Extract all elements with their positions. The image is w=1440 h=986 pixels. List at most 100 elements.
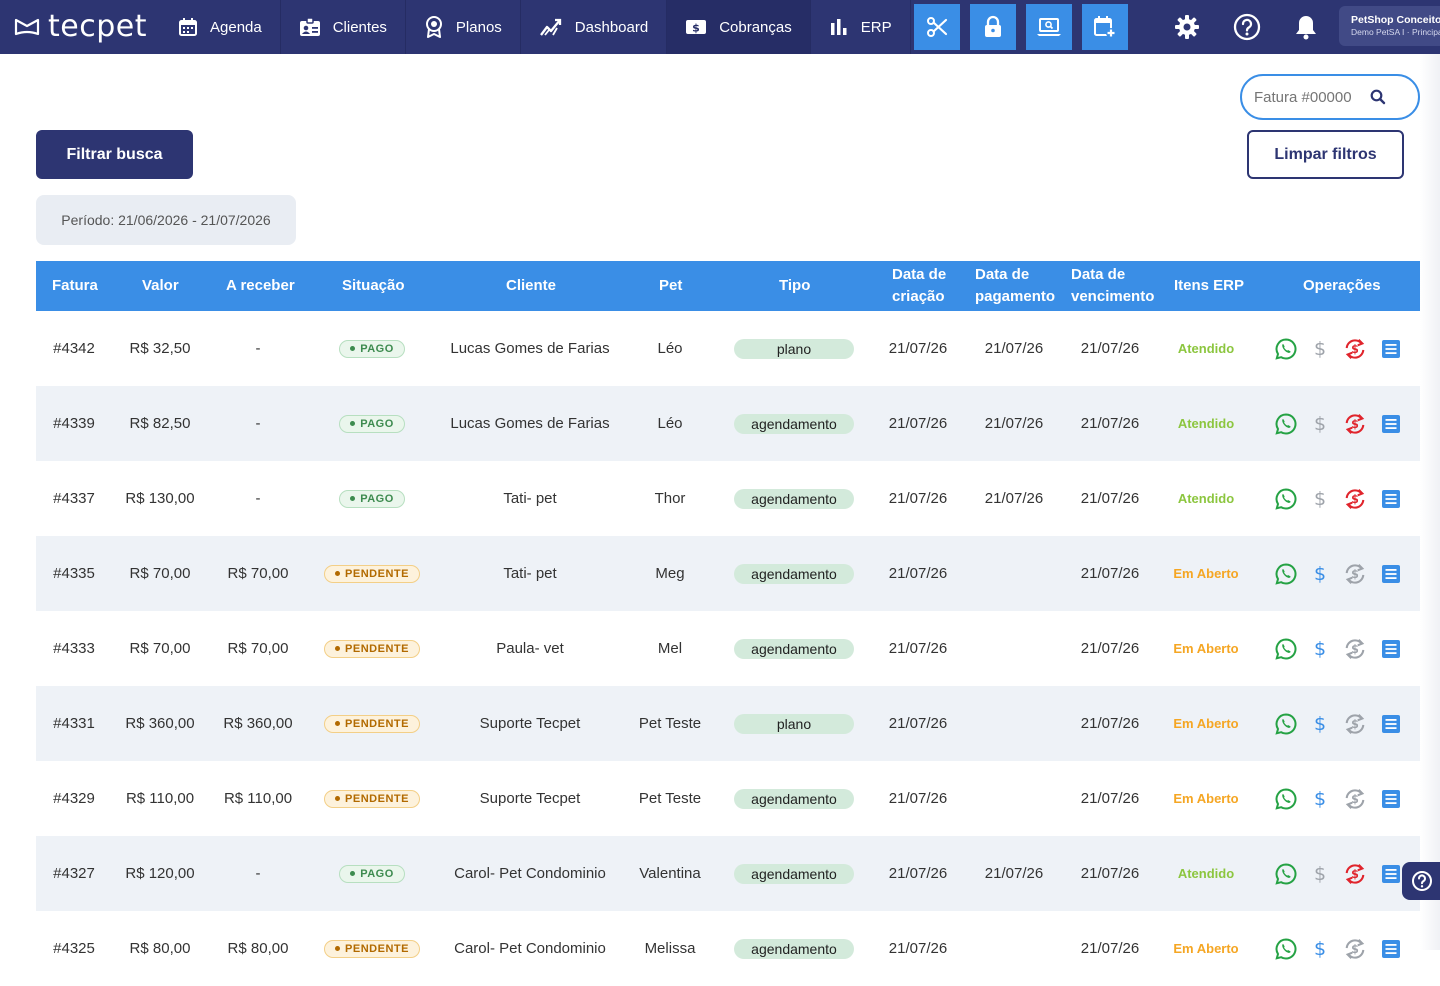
invoice-details-button[interactable] (1379, 862, 1403, 886)
refund-button[interactable]: $ (1343, 862, 1367, 886)
valor-cell: R$ 130,00 (125, 490, 195, 507)
award-badge-icon (425, 16, 442, 38)
table-row[interactable]: #4339 R$ 82,50 - PAGO Lucas Gomes de Farias L… (36, 386, 1420, 461)
criacao-cell: 21/07/26 (888, 640, 948, 657)
refund-button[interactable]: $ (1343, 712, 1367, 736)
brand-logo[interactable]: tecpet (0, 0, 160, 54)
whatsapp-button[interactable] (1274, 787, 1298, 811)
help-button[interactable] (1220, 0, 1274, 54)
clear-filters-button[interactable]: Limpar filtros (1247, 130, 1404, 179)
header-situacao[interactable]: Situação (342, 277, 405, 295)
charge-button[interactable]: $ (1308, 787, 1332, 811)
invoice-details-button[interactable] (1379, 787, 1403, 811)
header-cliente[interactable]: Cliente (506, 277, 557, 295)
cliente-cell: Tati- pet (503, 490, 557, 507)
table-row[interactable]: #4335 R$ 70,00 R$ 70,00 PENDENTE Tati- pet Me… (36, 536, 1420, 611)
nav-item-planos[interactable]: Planos (406, 0, 521, 54)
charge-button[interactable]: $ (1308, 337, 1332, 361)
invoice-details-button[interactable] (1379, 562, 1403, 586)
nav-item-cobrancas[interactable]: $ Cobranças (667, 0, 811, 54)
whatsapp-button[interactable] (1274, 712, 1298, 736)
table-row[interactable]: #4327 R$ 120,00 - PAGO Carol- Pet Condominio… (36, 836, 1420, 911)
erp-cell: Atendido (1158, 836, 1254, 911)
type-pill: agendamento (734, 938, 854, 959)
header-data-pagamento[interactable]: Data de pagamento (975, 261, 1055, 311)
charge-button[interactable]: $ (1308, 937, 1332, 961)
charge-button[interactable]: $ (1308, 412, 1332, 436)
search-icon[interactable] (1370, 89, 1386, 105)
vencimento-cell: 21/07/26 (1080, 865, 1140, 882)
header-itens-erp[interactable]: Itens ERP (1174, 277, 1245, 295)
valor-cell: R$ 80,00 (129, 940, 191, 957)
table-row[interactable]: #4337 R$ 130,00 - PAGO Tati- pet Thor agendame… (36, 461, 1420, 536)
scissors-button[interactable] (914, 4, 960, 50)
pet-cell: Melissa (644, 940, 696, 957)
invoice-details-button[interactable] (1379, 637, 1403, 661)
table-row[interactable]: #4342 R$ 32,50 - PAGO Lucas Gomes de Farias L… (36, 311, 1420, 386)
header-valor[interactable]: Valor (142, 277, 179, 295)
invoice-details-button[interactable] (1379, 937, 1403, 961)
charge-button[interactable]: $ (1308, 487, 1332, 511)
charge-button[interactable]: $ (1308, 637, 1332, 661)
lock-button[interactable] (970, 4, 1016, 50)
refund-button[interactable]: $ (1343, 787, 1367, 811)
pet-cell: Pet Teste (638, 790, 702, 807)
invoice-details-button[interactable] (1379, 412, 1403, 436)
filter-search-button[interactable]: Filtrar busca (36, 130, 193, 179)
settings-button[interactable] (1160, 0, 1214, 54)
cliente-cell: Carol- Pet Condominio (454, 865, 606, 882)
invoice-details-button[interactable] (1379, 337, 1403, 361)
charge-button[interactable]: $ (1308, 862, 1332, 886)
refund-button[interactable]: $ (1343, 412, 1367, 436)
nav-item-dashboard[interactable]: Dashboard (521, 0, 668, 54)
header-data-criacao[interactable]: Data de criação (892, 261, 946, 311)
pet-cell: Léo (657, 415, 683, 432)
pagamento-cell (966, 536, 1062, 611)
whatsapp-button[interactable] (1274, 562, 1298, 586)
nav-label: Planos (455, 18, 502, 36)
invoice-details-button[interactable] (1379, 487, 1403, 511)
a-receber-cell: - (255, 415, 261, 432)
header-data-vencimento[interactable]: Data de vencimento (1071, 261, 1154, 311)
table-row[interactable]: #4331 R$ 360,00 R$ 360,00 PENDENTE Suporte T… (36, 686, 1420, 761)
refund-button[interactable]: $ (1343, 337, 1367, 361)
charge-button[interactable]: $ (1308, 562, 1332, 586)
account-switcher[interactable]: PetShop Conceito Demo PetSA I · Principa… (1339, 6, 1440, 46)
whatsapp-button[interactable] (1274, 862, 1298, 886)
status-dot (350, 421, 356, 426)
charge-button[interactable]: $ (1308, 712, 1332, 736)
whatsapp-button[interactable] (1274, 637, 1298, 661)
whatsapp-button[interactable] (1274, 337, 1298, 361)
svg-text:$: $ (1314, 338, 1326, 360)
whatsapp-button[interactable] (1274, 487, 1298, 511)
gear-icon (1175, 15, 1199, 39)
notifications-button[interactable] (1279, 0, 1333, 54)
whatsapp-button[interactable] (1274, 937, 1298, 961)
period-chip[interactable]: Período: 21/06/2026 - 21/07/2026 (36, 195, 296, 245)
header-tipo[interactable]: Tipo (779, 277, 811, 295)
dollar-icon: $ (1314, 788, 1326, 810)
refund-button[interactable]: $ (1343, 487, 1367, 511)
invoice-search-input[interactable] (1254, 88, 1362, 106)
refund-button[interactable]: $ (1343, 937, 1367, 961)
table-row[interactable]: #4325 R$ 80,00 R$ 80,00 PENDENTE Carol- Pet … (36, 911, 1420, 986)
criacao-cell: 21/07/26 (888, 865, 948, 882)
laptop-search-button[interactable] (1026, 4, 1072, 50)
header-pet[interactable]: Pet (659, 277, 683, 295)
nav-item-clientes[interactable]: Clientes (281, 0, 406, 54)
table-row[interactable]: #4333 R$ 70,00 R$ 70,00 PENDENTE Paula- vet M… (36, 611, 1420, 686)
refund-button[interactable]: $ (1343, 637, 1367, 661)
refund-button[interactable]: $ (1343, 562, 1367, 586)
header-fatura[interactable]: Fatura (52, 277, 98, 295)
calendar-plus-button[interactable] (1082, 4, 1128, 50)
table-row[interactable]: #4329 R$ 110,00 R$ 110,00 PENDENTE Suporte T… (36, 761, 1420, 836)
header-a-receber[interactable]: A receber (226, 277, 295, 295)
floating-help-button[interactable] (1402, 862, 1440, 900)
whatsapp-button[interactable] (1274, 412, 1298, 436)
invoice-details-button[interactable] (1379, 712, 1403, 736)
calendar-icon (179, 18, 197, 36)
nav-item-erp[interactable]: ERP (811, 0, 911, 54)
status-cell: PENDENTE (306, 761, 438, 836)
refund-icon: $ (1345, 864, 1365, 884)
nav-item-agenda[interactable]: Agenda (160, 0, 281, 54)
